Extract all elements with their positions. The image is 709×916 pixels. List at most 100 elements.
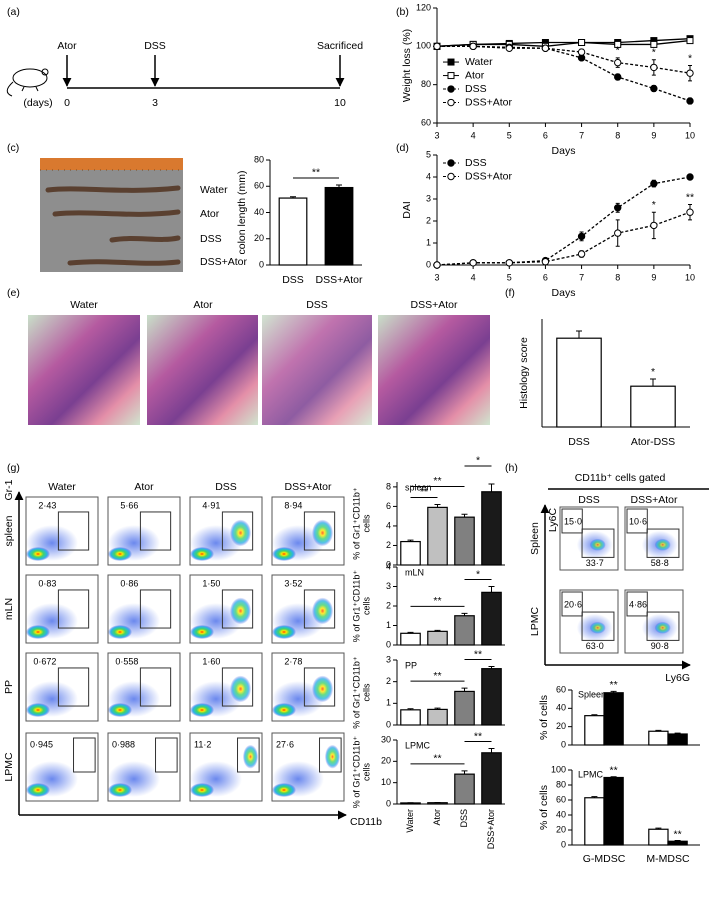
x-tick-label: 8 [615,130,620,140]
timeline-event: DSS [144,40,166,52]
panel-label: (e) [7,287,20,299]
bar [630,385,676,428]
gate [646,528,680,558]
data-point [469,42,477,51]
gate [57,511,90,551]
cell-density [654,538,671,551]
mouse-drawing [6,68,49,97]
y-axis-label: cells [361,683,371,702]
legend-marker [447,72,455,80]
y-tick-label: 1 [386,620,391,630]
y-axis-label: % of Gr1⁺CD11b⁺ [351,487,361,560]
significance: * [652,199,656,211]
gate [139,511,172,551]
legend-marker [447,159,455,167]
y-tick-label: 0 [561,739,566,749]
flow-axis-label: CD11b [350,816,382,828]
x-tick-label: 5 [507,272,512,282]
y-tick-label: 6 [386,501,391,511]
cell-density [190,547,214,561]
y-tick-label: 100 [551,764,566,774]
significance: ** [433,753,441,765]
data-point [614,204,622,212]
bar [454,690,475,726]
bar [556,337,602,428]
gate [57,589,90,629]
y-tick-label: 60 [556,684,566,694]
gate-percentage: 2·43 [38,500,56,510]
data-point [686,173,694,181]
legend-label: Ator [465,69,485,81]
data-point [469,259,477,267]
gate [626,508,648,534]
x-tick-label: 7 [579,130,584,140]
gate [561,508,583,534]
y-axis-label: Weight loss (%) [401,29,413,102]
x-tick-label: 9 [651,272,656,282]
y-tick-label: 40 [254,207,264,217]
y-tick-label: 1 [426,237,431,247]
chart-title: PP [405,660,417,670]
y-tick-label: 120 [416,2,431,12]
bar [603,776,624,846]
bar [584,797,605,846]
y-tick-label: 10 [381,777,391,787]
significance: ** [433,475,441,487]
y-axis-label: cells [361,763,371,782]
y-tick-label: 80 [421,79,431,89]
image-title: DSS [306,299,328,311]
cell-density [26,547,50,561]
cell-density [272,547,296,561]
row-label: PP [3,680,15,694]
gate [581,611,615,641]
legend-label: DSS+Ator [465,170,512,182]
timeline-event: Sacrificed [317,40,363,52]
x-tick-label: 6 [543,130,548,140]
chart-title: spleen [405,482,432,492]
cell-density [190,625,214,639]
bar [481,491,502,566]
gate-percentage: 4·91 [202,500,220,510]
legend-marker [447,58,455,66]
cell-density [229,597,252,625]
panel-label: (f) [505,287,515,299]
significance: ** [674,828,682,840]
cell-density [589,538,606,551]
data-point [650,221,658,230]
cell-density [229,675,252,703]
row-label: Spleen [529,522,541,555]
bar [427,506,448,566]
y-tick-label: 0 [561,839,566,849]
y-tick-label: 100 [416,41,431,51]
cell-density [654,621,671,634]
y-axis-label: cells [361,597,371,616]
cell-density [311,597,334,625]
y-tick-label: 80 [254,154,264,164]
bar [667,733,688,746]
gate-percentage: 0·86 [120,578,138,588]
error-bar [488,748,495,753]
row-label: LPMC [3,752,15,782]
y-tick-label: 2 [386,676,391,686]
cell-density [242,744,259,769]
bar [648,730,669,746]
data-point [686,37,694,45]
column-title: Water [48,481,76,493]
cell-density [311,675,334,703]
x-tick-label: M-MDSC [646,853,690,865]
significance: ** [686,191,694,203]
cell-density [272,783,296,797]
bar [400,709,421,726]
y-tick-label: 20 [254,233,264,243]
panel-label: (d) [396,142,409,154]
column-title: Ator [134,481,154,493]
gate [626,591,648,617]
x-tick-label: 7 [579,272,584,282]
gate [561,591,583,617]
y-tick-label: 60 [556,794,566,804]
cell-density [190,783,214,797]
x-axis-label: Days [552,287,576,299]
cell-density [324,744,341,769]
cell-density [272,703,296,717]
